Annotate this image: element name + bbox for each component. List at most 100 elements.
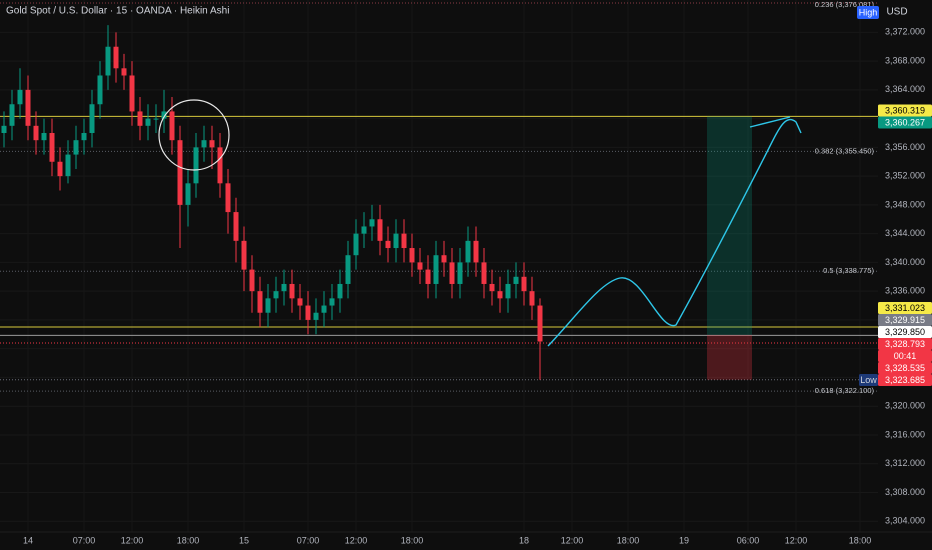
- candle-body: [49, 133, 55, 162]
- candle-body: [65, 154, 71, 177]
- x-tick-label: 18:00: [401, 535, 424, 545]
- price-badge: [878, 361, 932, 374]
- price-badge-label: 3,329.850: [885, 327, 925, 337]
- y-tick-label: 3,344.000: [885, 228, 925, 238]
- y-tick-label: 3,312.000: [885, 458, 925, 468]
- price-axis: [878, 0, 932, 532]
- candle-body: [449, 262, 455, 284]
- candle-body: [25, 89, 31, 126]
- x-tick-label: 14: [23, 535, 33, 545]
- y-tick-label: 3,368.000: [885, 55, 925, 65]
- candle-body: [281, 283, 287, 292]
- projection-path: [749, 116, 791, 128]
- y-tick-label: 3,308.000: [885, 487, 925, 497]
- candle-body: [465, 240, 471, 263]
- price-badge: [878, 349, 932, 362]
- candle-body: [305, 305, 311, 320]
- candle-body: [233, 212, 239, 241]
- candle-body: [153, 118, 159, 120]
- candle-body: [249, 269, 255, 292]
- highlight-circle: [158, 99, 230, 171]
- candle-body: [241, 240, 247, 270]
- y-tick-label: 3,304.000: [885, 516, 925, 526]
- currency: USD: [886, 7, 907, 18]
- position-tool: [707, 116, 752, 380]
- price-badge-label: 3,360.267: [885, 117, 925, 127]
- candle-body: [129, 75, 135, 112]
- candle-body: [369, 219, 375, 227]
- candle-body: [105, 46, 111, 76]
- x-tick-label: 19: [679, 535, 689, 545]
- price-badge-label: 00:41: [894, 351, 917, 361]
- y-tick-label: 3,340.000: [885, 257, 925, 267]
- candle-body: [145, 118, 151, 126]
- candle-body: [433, 255, 439, 284]
- candle-body: [217, 147, 223, 184]
- candle-body: [289, 283, 295, 299]
- y-tick-label: 3,320.000: [885, 401, 925, 411]
- candle-body: [297, 298, 303, 306]
- candle-body: [225, 183, 231, 213]
- y-tick-label: 3,316.000: [885, 429, 925, 439]
- price-badge: [878, 373, 932, 386]
- candle-body: [345, 255, 351, 284]
- price-badge: [878, 325, 932, 338]
- price-badge-label: 3,328.793: [885, 339, 925, 349]
- x-tick-label: 18:00: [617, 535, 640, 545]
- candles: [1, 25, 543, 380]
- price-badge: [878, 337, 932, 350]
- candle-body: [457, 262, 463, 284]
- candle-body: [521, 276, 527, 292]
- x-tick-label: 12:00: [345, 535, 368, 545]
- candle-body: [481, 262, 487, 284]
- x-tick-label: 07:00: [297, 535, 320, 545]
- high-label: High: [859, 7, 878, 17]
- candle-body: [73, 140, 79, 155]
- price-badge-label: 3,331.023: [885, 303, 925, 313]
- candle-body: [377, 219, 383, 241]
- low-label: Low: [860, 375, 877, 385]
- candle-body: [529, 291, 535, 306]
- candle-body: [329, 298, 335, 306]
- candle-body: [401, 233, 407, 249]
- candle-body: [57, 161, 63, 177]
- x-tick-label: 18:00: [849, 535, 872, 545]
- price-badge-label: 3,328.535: [885, 363, 925, 373]
- candle-body: [321, 305, 327, 313]
- candle-body: [537, 305, 543, 342]
- low-badge: [859, 373, 878, 386]
- candle-body: [97, 75, 103, 105]
- candle-body: [193, 147, 199, 184]
- candle-body: [393, 233, 399, 249]
- candle-body: [313, 312, 319, 320]
- x-tick-label: 12:00: [561, 535, 584, 545]
- candle-body: [361, 226, 367, 234]
- candle-body: [177, 140, 183, 205]
- y-tick-label: 3,372.000: [885, 27, 925, 37]
- candle-body: [169, 111, 175, 141]
- candle-body: [505, 283, 511, 299]
- candle-body: [201, 140, 207, 148]
- x-tick-label: 15: [239, 535, 249, 545]
- y-tick-label: 3,336.000: [885, 286, 925, 296]
- candle-body: [17, 89, 23, 105]
- candle-body: [497, 291, 503, 299]
- loss-zone: [707, 334, 752, 380]
- x-tick-label: 07:00: [73, 535, 96, 545]
- candle-body: [137, 111, 143, 126]
- high-badge: [857, 6, 879, 19]
- candle-body: [89, 104, 95, 133]
- x-tick-label: 18: [519, 535, 529, 545]
- chart-title: Gold Spot / U.S. Dollar · 15 · OANDA · H…: [6, 6, 229, 17]
- candle-body: [161, 111, 167, 119]
- projection-path: [547, 118, 802, 347]
- candle-body: [441, 255, 447, 263]
- candle-body: [473, 240, 479, 263]
- price-badge-label: 3,323.685: [885, 375, 925, 385]
- candle-body: [209, 140, 215, 148]
- candle-body: [1, 125, 7, 133]
- levels: 0.236 (3,376.081) 0.382 (3,355.450) 0.5 (3…: [0, 0, 878, 395]
- price-badge: [878, 104, 932, 117]
- price-badge-label: 3,360.319: [885, 105, 925, 115]
